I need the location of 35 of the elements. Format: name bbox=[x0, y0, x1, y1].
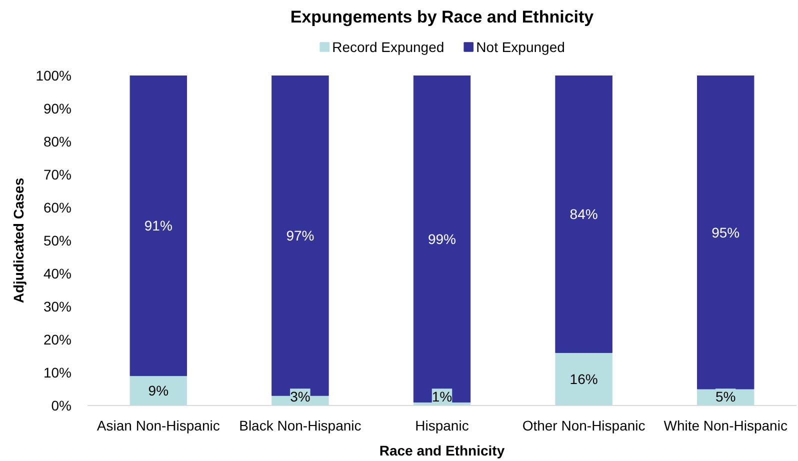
data-label: 99% bbox=[428, 230, 456, 247]
y-tick-label: 10% bbox=[43, 364, 72, 380]
legend-label: Not Expunged bbox=[476, 38, 565, 54]
y-tick-label: 50% bbox=[43, 232, 72, 248]
data-label: 9% bbox=[148, 382, 169, 399]
bar bbox=[555, 76, 612, 353]
bar bbox=[130, 76, 188, 376]
y-axis-title: Adjudicated Cases bbox=[10, 178, 27, 304]
data-label: 1% bbox=[432, 388, 452, 405]
y-tick-label: 80% bbox=[43, 134, 72, 150]
x-tick-label: Black Non-Hispanic bbox=[239, 418, 362, 434]
y-tick-label: 20% bbox=[43, 332, 72, 348]
y-tick-label: 70% bbox=[43, 166, 72, 182]
y-tick-label: 30% bbox=[43, 298, 72, 314]
chart-title: Expungements by Race and Ethnicity bbox=[290, 8, 594, 26]
x-axis-title: Race and Ethnicity bbox=[379, 442, 505, 458]
data-label: 95% bbox=[712, 224, 740, 240]
y-tick-label: 60% bbox=[43, 200, 72, 216]
x-tick-label: Asian Non-Hispanic bbox=[96, 418, 220, 434]
y-tick-label: 100% bbox=[36, 68, 72, 84]
bar bbox=[696, 76, 754, 390]
data-label: 84% bbox=[570, 206, 598, 222]
x-tick-label: Other Non-Hispanic bbox=[522, 418, 646, 434]
data-label: 5% bbox=[715, 388, 736, 405]
data-label: 97% bbox=[286, 228, 314, 244]
x-tick-label: Hispanic bbox=[415, 418, 469, 434]
bar bbox=[413, 76, 471, 402]
data-label: 91% bbox=[144, 218, 172, 234]
data-label: 3% bbox=[290, 388, 310, 405]
y-tick-label: 90% bbox=[43, 100, 72, 116]
legend-label: Record Expunged bbox=[332, 38, 444, 54]
y-tick-label: 40% bbox=[43, 266, 72, 282]
y-tick-label: 0% bbox=[51, 398, 72, 414]
x-tick-label: White Non-Hispanic bbox=[664, 418, 788, 434]
data-label: 16% bbox=[570, 371, 598, 388]
